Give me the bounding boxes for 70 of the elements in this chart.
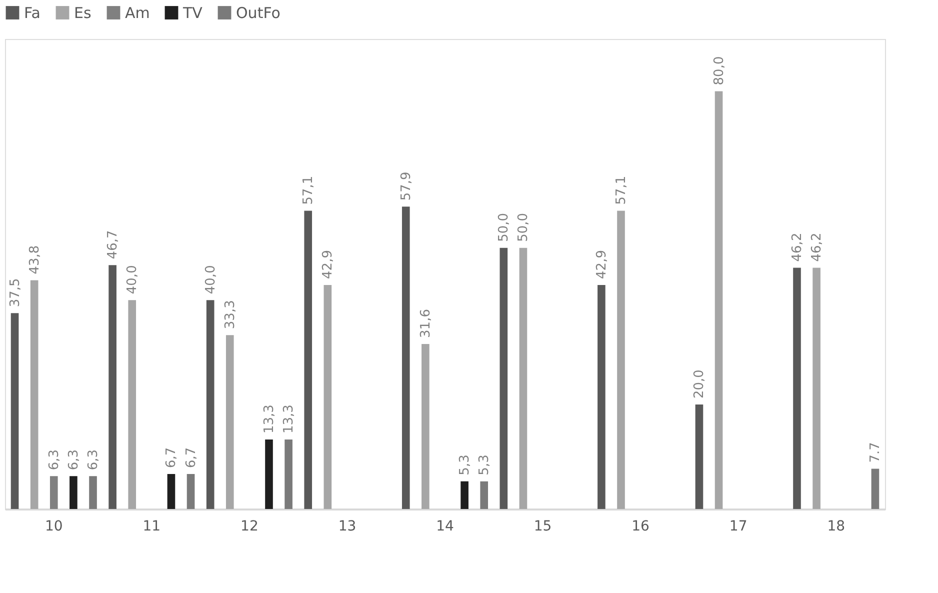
bar [500, 248, 508, 509]
bar [695, 404, 704, 509]
data-label: 7.7 [868, 442, 884, 463]
data-label: 57,1 [614, 176, 629, 205]
legend-label: TV [182, 4, 204, 22]
x-tick-label: 15 [534, 518, 552, 534]
x-tick-label: 11 [142, 518, 161, 534]
bar [714, 91, 723, 509]
bar [30, 280, 38, 509]
x-tick-label: 18 [827, 518, 846, 534]
bar [167, 474, 176, 509]
data-label: 40,0 [125, 265, 140, 294]
legend-label: OutFo [236, 4, 280, 22]
data-label: 6,3 [46, 449, 62, 470]
bar [265, 440, 273, 509]
bar [460, 481, 468, 509]
bar [304, 210, 312, 509]
data-label: 37,5 [8, 278, 23, 308]
x-tick-label: 13 [338, 518, 356, 534]
bar [519, 248, 528, 509]
bar [871, 468, 880, 509]
bar [324, 284, 332, 509]
bar [617, 210, 625, 509]
data-label: 46,7 [106, 230, 121, 260]
data-label: 6,7 [184, 447, 199, 468]
bar [186, 474, 195, 509]
data-label: 13,3 [262, 404, 277, 434]
data-label: 40,0 [203, 265, 218, 294]
data-label: 42,9 [594, 250, 610, 279]
data-label: 50,0 [496, 212, 512, 242]
bar [10, 313, 19, 509]
x-tick-label: 12 [240, 518, 258, 534]
data-label: 5,3 [477, 454, 492, 476]
data-label: 6,3 [86, 449, 101, 470]
data-label: 50,0 [516, 212, 532, 242]
legend-label: Fa [24, 4, 40, 22]
data-label: 13,3 [282, 404, 297, 434]
legend-label: Es [74, 4, 92, 22]
x-tick-label: 17 [729, 518, 748, 534]
bar [793, 268, 801, 509]
x-tick-label: 14 [436, 518, 454, 534]
data-label: 6,7 [164, 447, 180, 468]
data-label: 80,0 [712, 56, 727, 86]
legend-label: Am [125, 4, 150, 22]
bar [812, 268, 820, 509]
x-tick-label: 10 [44, 518, 63, 534]
data-label: 20,0 [692, 370, 708, 399]
bar [89, 476, 97, 509]
bar [598, 284, 606, 509]
data-label: 46,2 [790, 232, 805, 262]
bar [422, 344, 430, 509]
data-label: 5,3 [458, 454, 473, 476]
data-label: 43,8 [27, 245, 42, 274]
bar [402, 206, 410, 509]
data-label: 46,2 [810, 232, 825, 262]
x-tick-label: 16 [632, 518, 650, 534]
data-label: 42,9 [320, 250, 336, 279]
data-label: 57,9 [398, 172, 414, 201]
bar [206, 300, 214, 509]
bar [108, 265, 116, 509]
bar [284, 440, 292, 509]
data-label: 31,6 [418, 309, 434, 338]
bar [128, 300, 136, 509]
data-label: 6,3 [66, 449, 82, 470]
bar [226, 335, 234, 509]
data-label: 33,3 [222, 300, 238, 330]
data-label: 57,1 [301, 176, 316, 205]
bar [50, 476, 58, 509]
bar [480, 481, 488, 509]
bar [70, 476, 78, 509]
